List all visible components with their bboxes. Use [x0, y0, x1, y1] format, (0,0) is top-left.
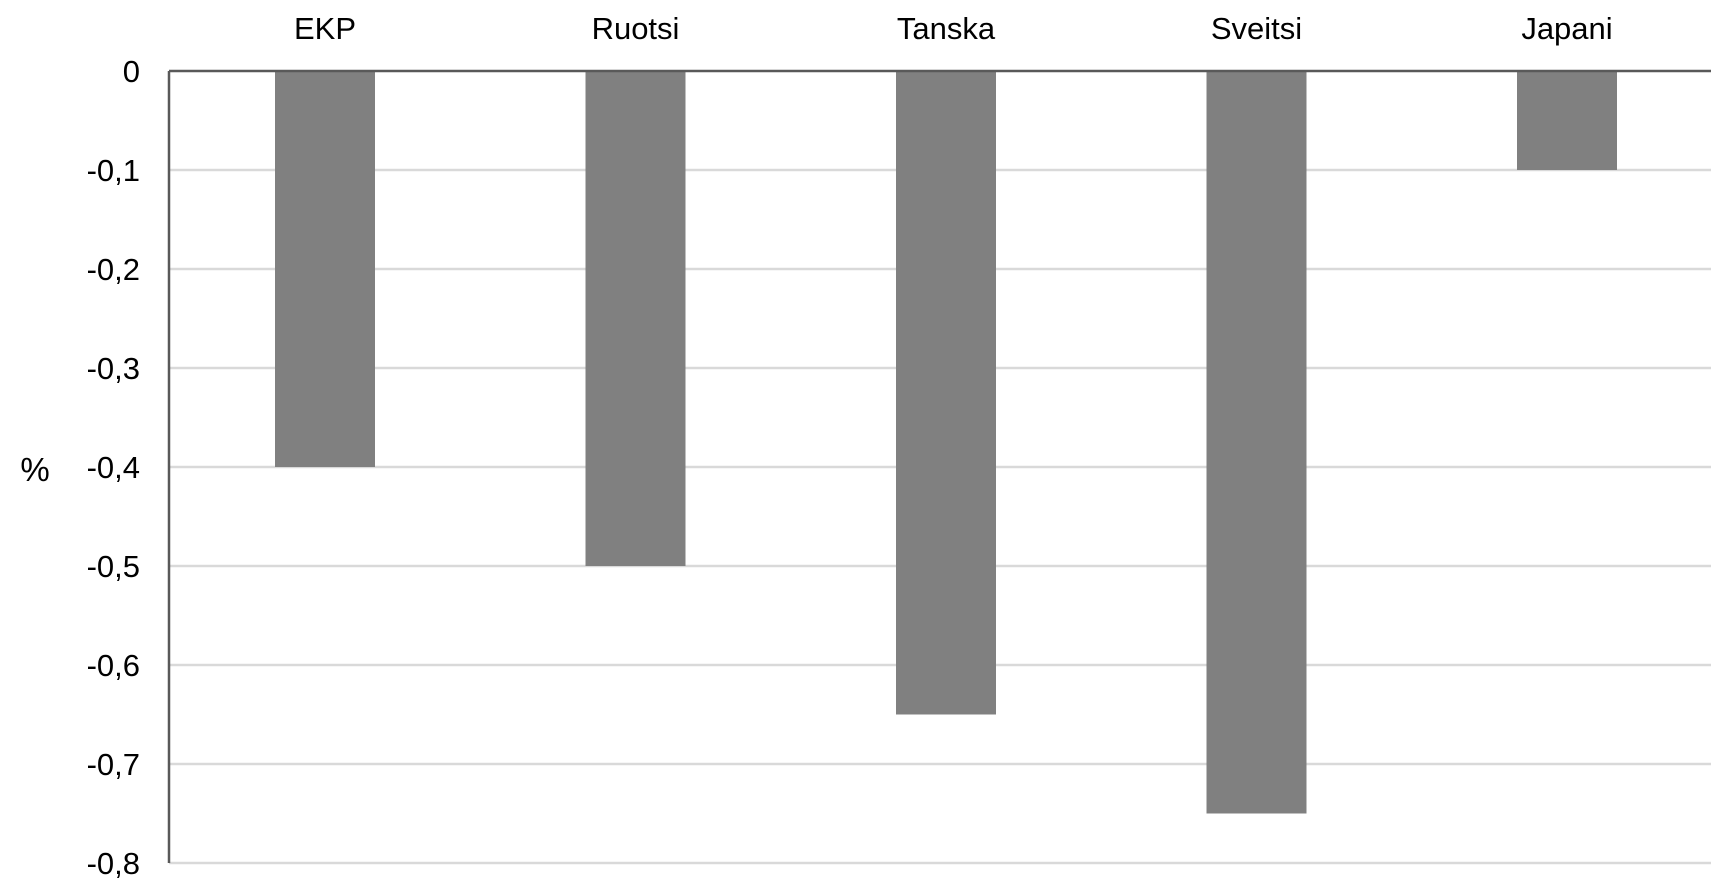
y-tick-label: -0,1 [87, 153, 140, 188]
category-label: Tanska [897, 11, 996, 46]
bars [275, 71, 1617, 814]
y-tick-label: -0,3 [87, 351, 140, 386]
bar-japani [1517, 71, 1617, 170]
y-tick-label: -0,7 [87, 747, 140, 782]
axes [167, 69, 1711, 863]
category-labels: EKP Ruotsi Tanska Sveitsi Japani [294, 11, 1613, 46]
y-tick-label: -0,4 [87, 450, 140, 485]
y-tick-labels: 0 -0,1 -0,2 -0,3 -0,4 -0,5 -0,6 -0,7 -0,8 [87, 54, 140, 880]
y-tick-label: 0 [123, 54, 140, 89]
y-tick-label: -0,2 [87, 252, 140, 287]
y-tick-label: -0,6 [87, 648, 140, 683]
bar-tanska [896, 71, 996, 715]
y-axis-title: % [20, 451, 49, 488]
y-tick-label: -0,8 [87, 846, 140, 880]
bar-sveitsi [1206, 71, 1307, 814]
y-tick-label: -0,5 [87, 549, 140, 584]
category-label: EKP [294, 11, 356, 46]
category-label: Japani [1521, 11, 1612, 46]
category-label: Sveitsi [1211, 11, 1302, 46]
bar-ekp [275, 71, 375, 467]
bar-ruotsi [585, 71, 686, 566]
category-label: Ruotsi [592, 11, 680, 46]
